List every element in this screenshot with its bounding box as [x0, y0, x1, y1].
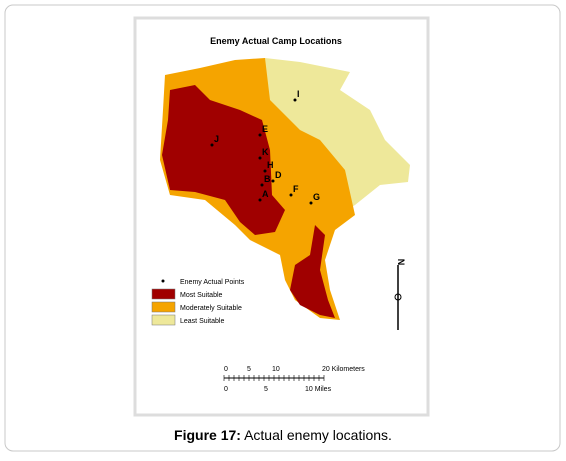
legend-label: Most Suitable: [180, 292, 223, 299]
scale-km-label: 5: [247, 366, 251, 373]
legend-swatch: [151, 301, 176, 313]
most-suitable-area: [162, 85, 285, 235]
caption: Figure 17: Actual enemy locations.: [174, 427, 392, 443]
legend-label: Moderately Suitable: [180, 305, 242, 312]
scale-km-label: 10: [272, 366, 280, 373]
camp-point: [258, 133, 262, 137]
north-arrow-hub: [394, 293, 402, 301]
camp-label: I: [297, 89, 300, 99]
camp-point: [289, 193, 293, 197]
scale-km-label: 0: [224, 366, 228, 373]
north-arrow: N: [394, 259, 406, 330]
legend: Enemy Actual Points Most Suitable Moderate…: [151, 279, 245, 326]
camp-point: [260, 183, 264, 187]
camp-label: D: [275, 170, 282, 180]
camp-label: H: [267, 160, 274, 170]
camp-label: E: [262, 124, 268, 134]
camp-label: F: [293, 184, 299, 194]
legend-label: Enemy Actual Points: [180, 279, 245, 286]
scale-mile-label: 0: [224, 386, 228, 393]
camp-point: [309, 201, 313, 205]
scale-mile-label: 10 Miles: [305, 386, 332, 393]
scale-mile-label: 5: [264, 386, 268, 393]
caption-text: Actual enemy locations.: [244, 427, 392, 443]
legend-dot: [161, 279, 165, 283]
legend-swatch: [151, 288, 176, 300]
map-title: Enemy Actual Camp Locations: [210, 36, 342, 46]
caption-prefix: Figure 17:: [174, 427, 241, 443]
camp-point: [258, 156, 262, 160]
camp-label: K: [262, 147, 269, 157]
legend-swatch: [151, 314, 176, 326]
camp-label: G: [313, 192, 320, 202]
camp-point: [263, 169, 267, 173]
camp-label: B: [264, 174, 271, 184]
scale-km-label: 20 Kilometers: [322, 366, 365, 373]
north-label: N: [396, 259, 406, 266]
camp-point: [258, 198, 262, 202]
camp-point: [293, 98, 297, 102]
scale-bar: 0 5 10 20 Kilometers 0 5 10 Miles: [223, 366, 365, 393]
camp-point: [210, 143, 214, 147]
camp-point: [271, 179, 275, 183]
camp-label: A: [262, 189, 269, 199]
camp-label: J: [214, 134, 219, 144]
most-suitable-area: [290, 225, 335, 318]
legend-label: Least Suitable: [180, 318, 224, 325]
